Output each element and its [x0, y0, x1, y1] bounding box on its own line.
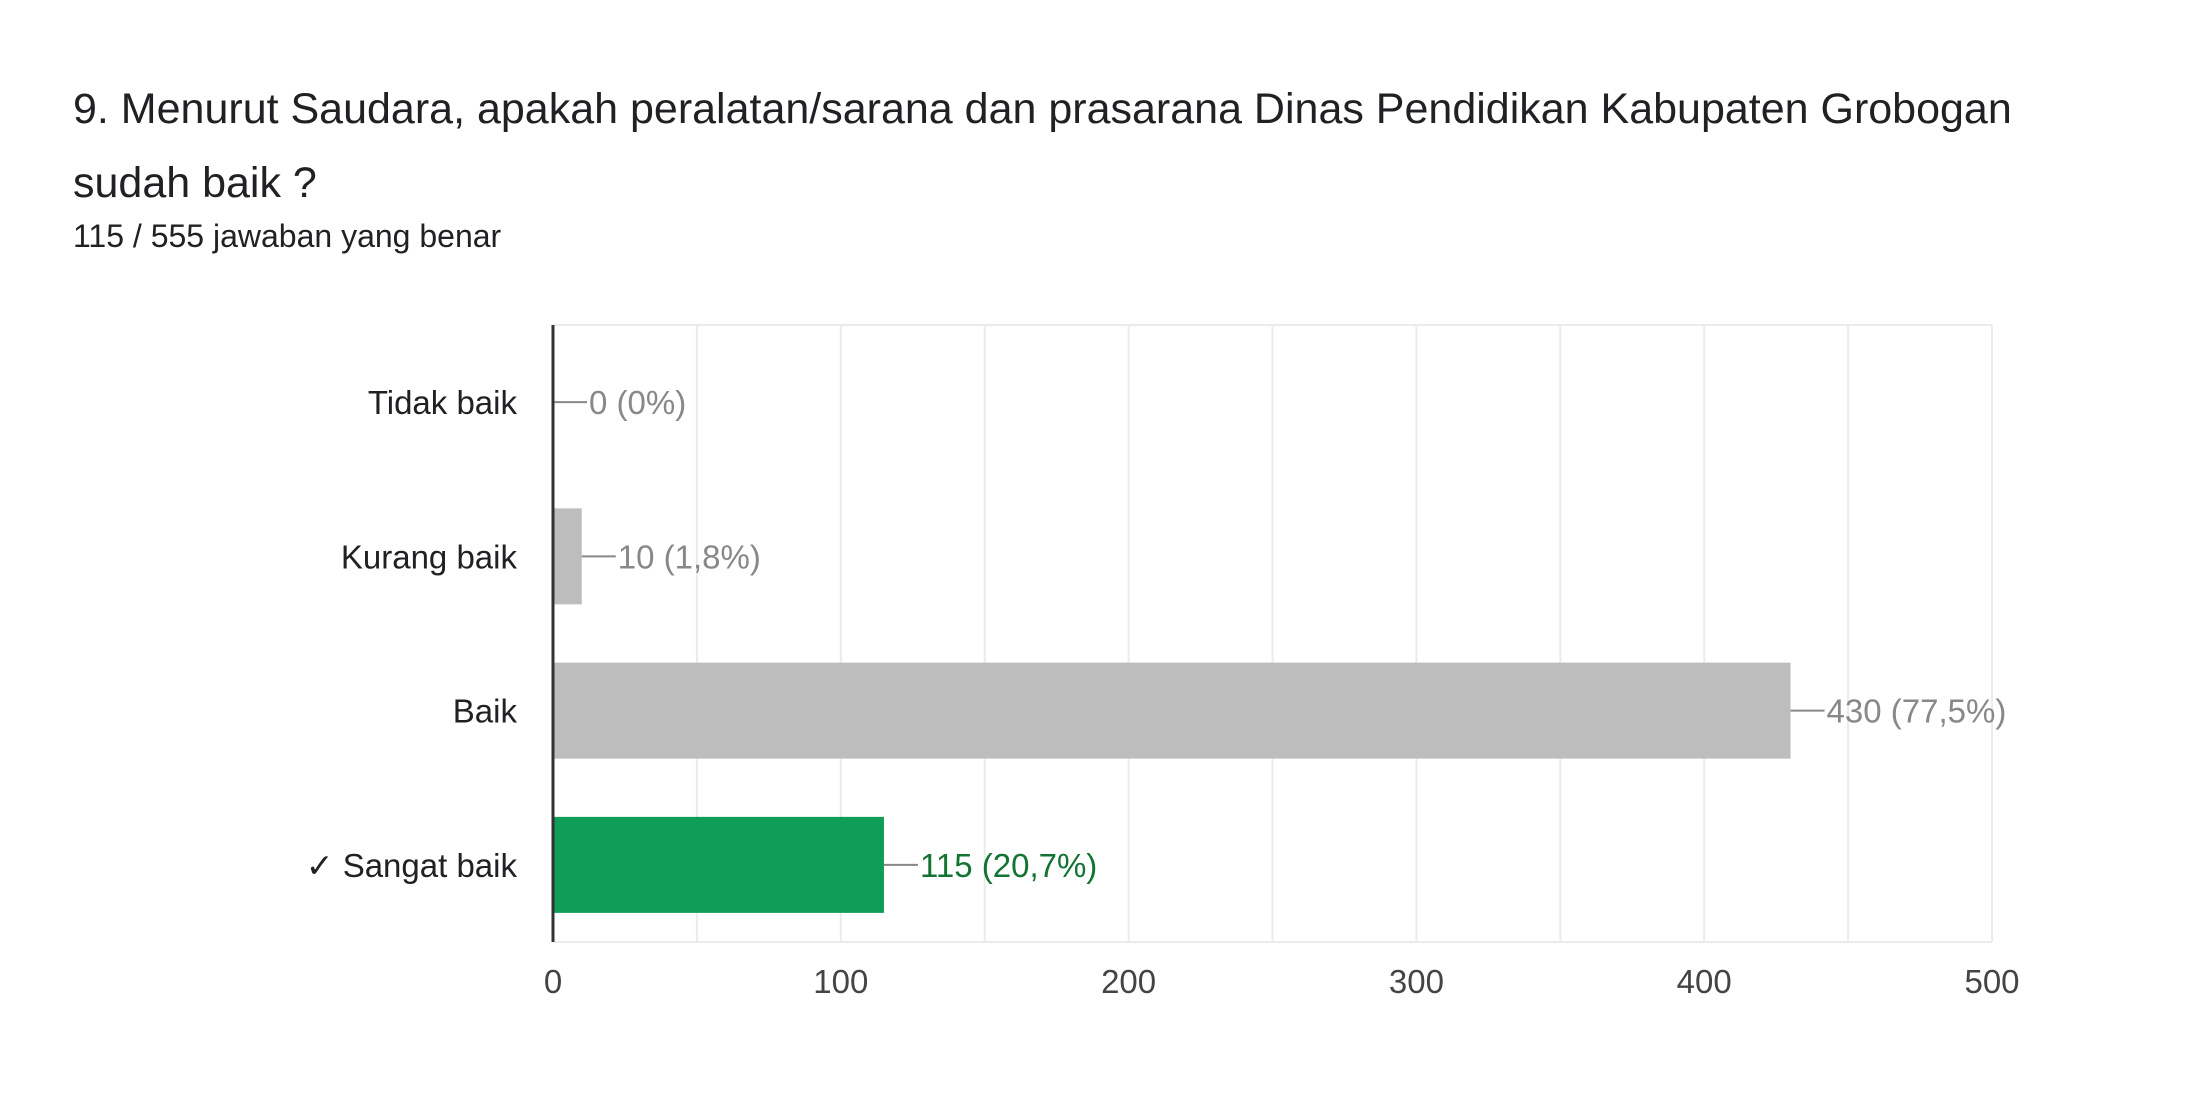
x-tick-label: 0 — [544, 963, 562, 1000]
x-tick-label: 200 — [1101, 963, 1156, 1000]
data-label: 10 (1,8%) — [618, 538, 761, 575]
category-label: ✓ Sangat baik — [306, 847, 518, 884]
category-label: Tidak baik — [368, 384, 518, 421]
x-tick-label: 400 — [1677, 963, 1732, 1000]
bar — [553, 816, 884, 913]
category-label: Kurang baik — [341, 538, 518, 575]
data-label: 115 (20,7%) — [920, 847, 1097, 884]
x-tick-label: 100 — [813, 963, 868, 1000]
category-label: Baik — [453, 693, 518, 730]
x-tick-label: 300 — [1389, 963, 1444, 1000]
bar — [553, 508, 582, 605]
data-label: 430 (77,5%) — [1827, 693, 2007, 730]
question-title: 9. Menurut Saudara, apakah peralatan/sar… — [73, 85, 2012, 207]
data-label: 0 (0%) — [589, 384, 686, 421]
bar — [553, 662, 1791, 759]
x-tick-label: 500 — [1964, 963, 2019, 1000]
correct-answers-summary: 115 / 555 jawaban yang benar — [73, 218, 502, 254]
